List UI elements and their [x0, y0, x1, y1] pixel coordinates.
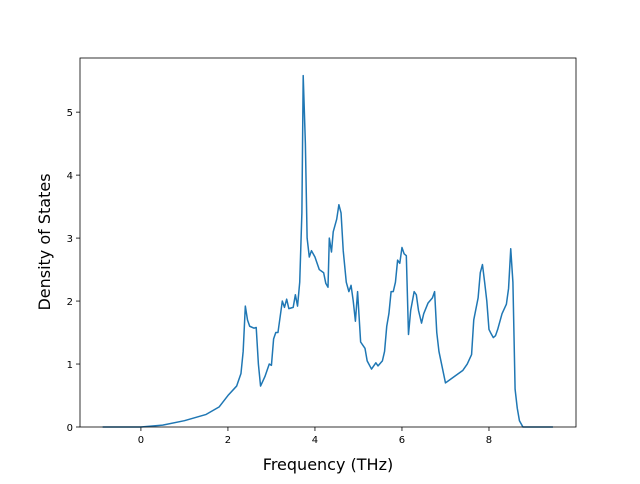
y-tick-label: 5 [67, 108, 73, 119]
plot-frame [79, 57, 577, 428]
y-tick-label: 0 [67, 423, 73, 434]
y-tick-label: 1 [67, 360, 73, 371]
x-tick-label: 2 [225, 435, 231, 446]
line [102, 74, 553, 428]
x-tick-label: 8 [486, 435, 492, 446]
x-tick-label: 0 [138, 435, 144, 446]
y-tick-label: 2 [67, 297, 73, 308]
x-tick-label: 6 [399, 435, 405, 446]
y-axis-label: Density of States [35, 173, 54, 310]
x-axis-label: Frequency (THz) [263, 455, 393, 474]
y-tick-label: 4 [67, 171, 73, 182]
x-tick-label: 4 [312, 435, 318, 446]
y-tick-label: 3 [67, 234, 73, 245]
